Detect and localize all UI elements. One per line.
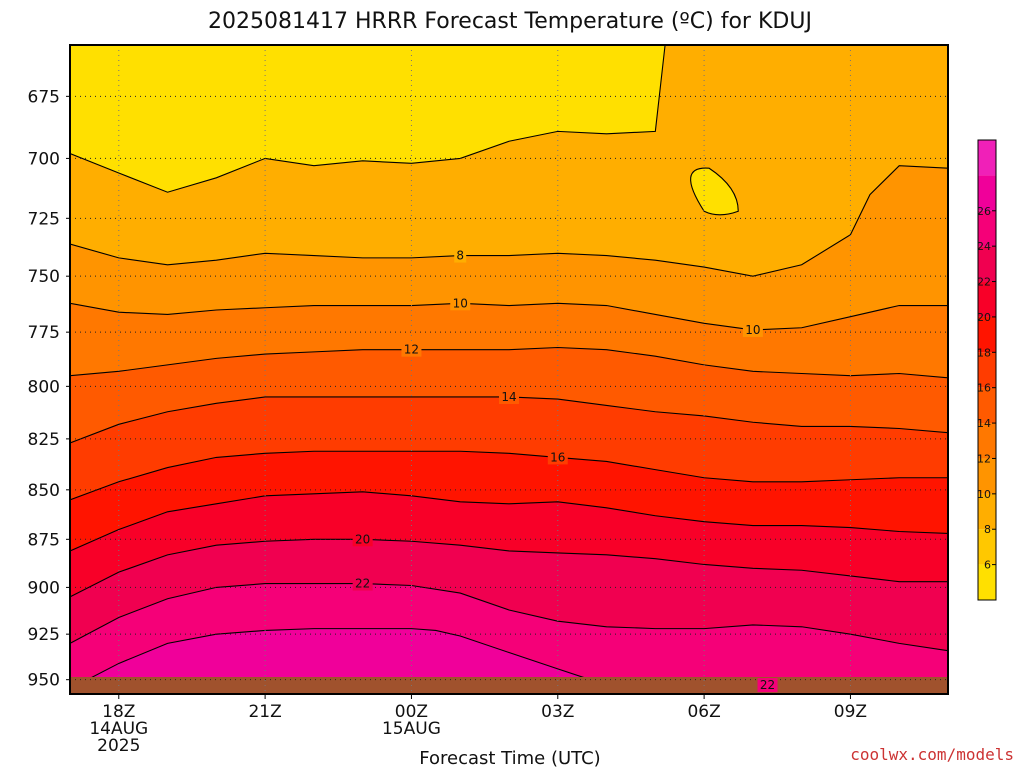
contour-label: 22 bbox=[760, 678, 775, 692]
y-tick-label: 825 bbox=[28, 430, 60, 450]
colorbar-tick-label: 10 bbox=[977, 488, 991, 501]
colorbar-swatch bbox=[978, 281, 996, 317]
colorbar-tick-label: 26 bbox=[977, 205, 991, 218]
y-tick-label: 900 bbox=[28, 578, 60, 598]
contour-label: 22 bbox=[355, 577, 370, 591]
contour-label-bg bbox=[401, 342, 422, 357]
plot-layers: 8 10 10 12 14 16 20 22 22 bbox=[70, 45, 948, 694]
contour-label-bg bbox=[742, 322, 763, 337]
x-tick-label: 2025 bbox=[97, 736, 140, 756]
colorbar-frame bbox=[977, 139, 997, 601]
contour-label: 10 bbox=[745, 323, 760, 337]
colorbar-swatch bbox=[978, 140, 996, 176]
y-tick-label: 725 bbox=[28, 209, 60, 229]
contour-label-bg bbox=[547, 450, 568, 465]
contour-label-bg bbox=[454, 248, 467, 263]
contour-label-bg bbox=[499, 389, 519, 404]
contour-label: 12 bbox=[404, 343, 419, 357]
colorbar-tick-label: 12 bbox=[977, 452, 991, 465]
plot-area: 8 10 10 12 14 16 20 22 22 bbox=[70, 45, 948, 694]
plot-frame bbox=[69, 44, 949, 695]
credit-text: coolwx.com/models bbox=[850, 745, 1014, 764]
y-tick-label: 750 bbox=[28, 267, 60, 287]
colorbar-tick-label: 20 bbox=[977, 311, 991, 324]
colorbar-tick-label: 22 bbox=[977, 276, 991, 289]
x-tick-label: 06Z bbox=[687, 702, 720, 722]
chart-title: 2025081417 HRRR Forecast Temperature (ºC… bbox=[208, 9, 812, 34]
colorbar-swatch bbox=[978, 493, 996, 530]
colorbar-swatch bbox=[978, 210, 996, 247]
contour-label: 16 bbox=[550, 450, 565, 464]
y-tick-label: 700 bbox=[28, 149, 60, 169]
y-tick-label: 875 bbox=[28, 530, 60, 550]
colorbar-swatch bbox=[978, 246, 996, 282]
y-tick-label: 675 bbox=[28, 87, 60, 107]
colorbar-swatch bbox=[978, 316, 996, 353]
y-tick-label: 925 bbox=[28, 625, 60, 645]
contour-label-bg bbox=[757, 678, 778, 693]
contour-line-18 bbox=[70, 491, 948, 552]
contour-label: 10 bbox=[453, 296, 468, 310]
colorbar-tick-label: 16 bbox=[977, 382, 991, 395]
contour-line-22 bbox=[70, 583, 948, 652]
y-tick-label: 775 bbox=[28, 323, 60, 343]
contour-line-6 bbox=[70, 45, 666, 193]
y-tick-label: 850 bbox=[28, 481, 60, 501]
colorbar-swatch bbox=[978, 564, 996, 600]
contour-label-bg bbox=[450, 296, 471, 311]
colorbar-tick-label: 8 bbox=[984, 523, 991, 536]
colorbar-swatch bbox=[978, 352, 996, 388]
contour-line-12 bbox=[70, 346, 948, 379]
contour-line-10 bbox=[70, 302, 948, 331]
colorbar-tick-label: 6 bbox=[984, 559, 991, 572]
x-tick-label: 00Z bbox=[395, 702, 428, 722]
y-tick-label: 800 bbox=[28, 377, 60, 397]
colorbar-swatch bbox=[978, 423, 996, 459]
colorbar-swatch bbox=[978, 529, 996, 565]
contour-line-20 bbox=[70, 538, 948, 598]
contour-label: 8 bbox=[456, 249, 464, 263]
x-tick-label: 18Z bbox=[102, 702, 135, 722]
contour-label: 20 bbox=[355, 532, 370, 546]
cold-pocket bbox=[690, 167, 739, 216]
contour-label: 14 bbox=[501, 390, 516, 404]
colorbar-tick-label: 18 bbox=[977, 346, 991, 359]
colorbar-swatch bbox=[978, 175, 996, 211]
colorbar: 6 8 10 12 14 16 18 20 22 24 26 bbox=[977, 139, 997, 601]
contour-label-bg bbox=[352, 532, 373, 547]
contour-line-16 bbox=[70, 450, 948, 501]
colorbar-swatch bbox=[978, 387, 996, 424]
colorbar-swatch bbox=[978, 458, 996, 494]
x-tick-label: 14AUG bbox=[89, 719, 148, 739]
x-tick-label: 09Z bbox=[834, 702, 867, 722]
colorbar-tick-label: 14 bbox=[977, 417, 991, 430]
x-tick-label: 03Z bbox=[541, 702, 574, 722]
contour-line-8 bbox=[70, 165, 948, 277]
ground-band bbox=[70, 677, 948, 694]
contour-label-bg bbox=[352, 576, 373, 591]
axes: 67570072575077580082585087590092595018Z1… bbox=[28, 44, 949, 756]
x-tick-label: 15AUG bbox=[382, 719, 441, 739]
colorbar-tick-label: 24 bbox=[977, 240, 991, 253]
x-axis-label: Forecast Time (UTC) bbox=[419, 748, 600, 768]
x-tick-label: 21Z bbox=[248, 702, 281, 722]
y-tick-label: 950 bbox=[28, 671, 60, 691]
